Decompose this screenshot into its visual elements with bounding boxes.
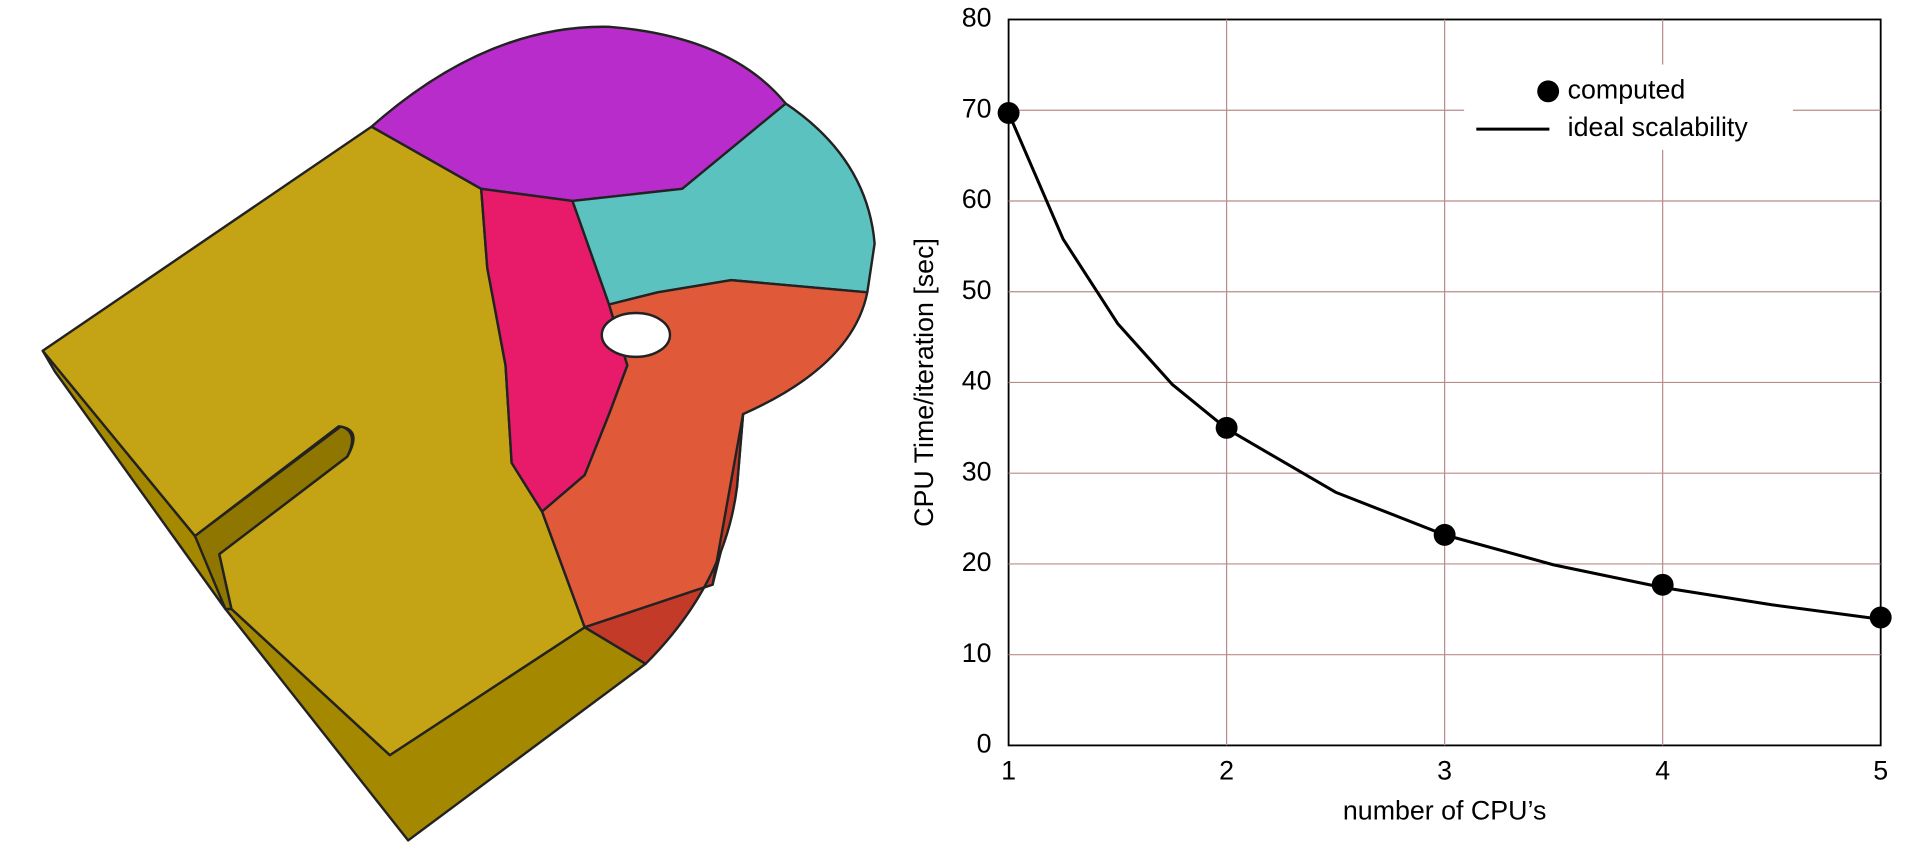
legend-box bbox=[1464, 64, 1793, 150]
x-tick-label: 5 bbox=[1873, 755, 1888, 785]
x-tick-label: 1 bbox=[1001, 755, 1016, 785]
region-orange bbox=[540, 278, 869, 629]
legend-label: ideal scalability bbox=[1568, 112, 1749, 142]
data-point bbox=[1651, 573, 1674, 596]
y-tick-label: 20 bbox=[962, 547, 992, 577]
y-tick-label: 50 bbox=[962, 275, 992, 305]
y-axis-label: CPU Time/iteration [sec] bbox=[909, 238, 939, 527]
line bbox=[1007, 112, 1881, 621]
y-tick-label: 80 bbox=[962, 3, 992, 33]
region-orange-side bbox=[583, 412, 745, 666]
y-tick-label: 70 bbox=[962, 93, 992, 123]
y-tick-label: 10 bbox=[962, 638, 992, 668]
y-tick-label: 60 bbox=[962, 184, 992, 214]
y-tick-label: 30 bbox=[962, 456, 992, 486]
legend-label: computed bbox=[1568, 74, 1686, 104]
y-tick-label: 40 bbox=[962, 366, 992, 396]
x-tick-label: 2 bbox=[1219, 755, 1234, 785]
y-tick-label: 0 bbox=[977, 728, 992, 758]
hole bbox=[600, 311, 672, 359]
data-point bbox=[1869, 606, 1892, 629]
x-tick-label: 3 bbox=[1437, 755, 1452, 785]
region-magenta bbox=[370, 25, 787, 203]
mesh-illustration bbox=[41, 25, 876, 842]
legend-marker bbox=[1537, 80, 1560, 103]
x-tick-label: 4 bbox=[1655, 755, 1670, 785]
x-axis-label: number of CPU’s bbox=[1343, 795, 1546, 825]
